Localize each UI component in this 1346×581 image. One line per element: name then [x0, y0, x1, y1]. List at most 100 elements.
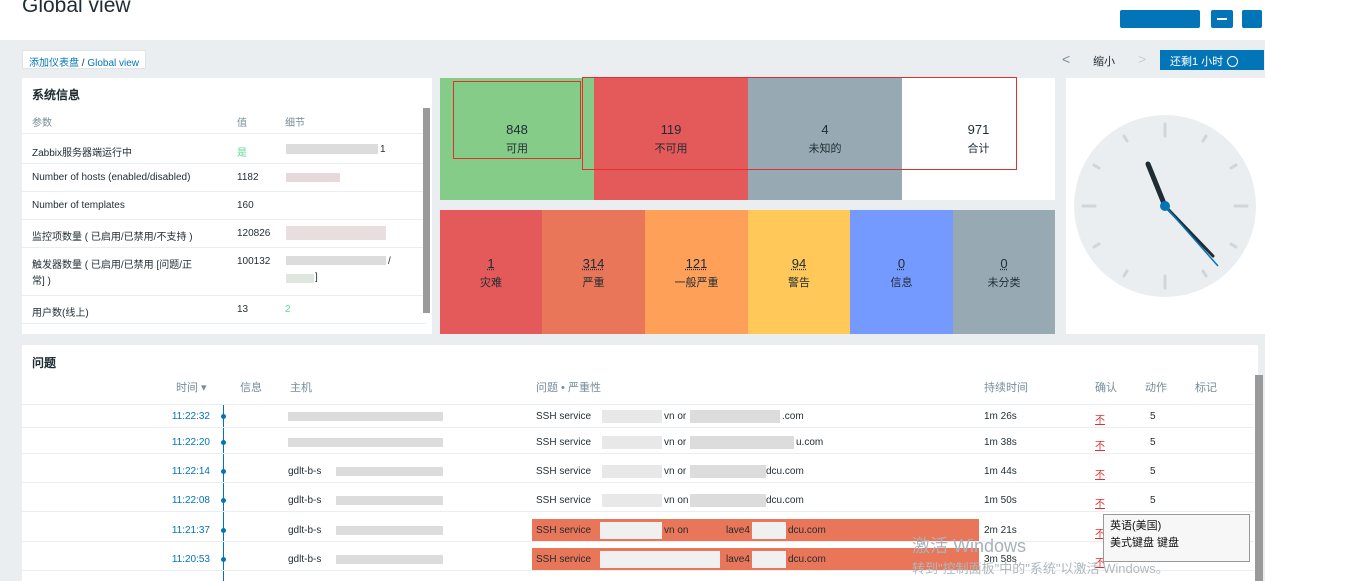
- redacted-block: [690, 494, 766, 507]
- problem-name[interactable]: SSH service: [536, 525, 592, 536]
- problem-row[interactable]: 11:20:53 gdlt-b-s SSH service lave4 dcu.…: [22, 548, 1254, 571]
- zoom-out-button[interactable]: 缩小: [1093, 56, 1115, 68]
- problem-row[interactable]: 11:22:32 SSH service vn or .com 1m 26s 不…: [22, 405, 1254, 428]
- severity-high-cell[interactable]: 314 严重: [542, 210, 645, 334]
- problem-host[interactable]: gdlt-b-s: [288, 554, 322, 565]
- actions-icon[interactable]: 5: [1150, 495, 1156, 506]
- ime-tooltip: 英语(美国) 美式键盘 键盘: [1103, 514, 1250, 562]
- column-host[interactable]: 主机: [290, 382, 312, 394]
- problem-name-mid: vn on: [664, 495, 689, 506]
- problem-host[interactable]: gdlt-b-s: [288, 525, 322, 536]
- row-value: 160: [237, 200, 254, 211]
- row-value: 120826: [237, 228, 271, 239]
- problem-time[interactable]: 11:21:37: [171, 525, 210, 536]
- activation-watermark-hint: 转到"控制面板"中的"系统"以激活 Windows。: [912, 561, 1169, 576]
- system-info-row: Number of templates 160: [22, 192, 426, 220]
- severity-count: 314: [582, 256, 605, 271]
- problem-host[interactable]: gdlt-b-s: [288, 495, 322, 506]
- problem-name-extra: lave4: [726, 525, 750, 536]
- host-unavailable-cell[interactable]: 119 不可用: [594, 78, 748, 200]
- redacted-block: [602, 410, 662, 423]
- severity-warning-cell[interactable]: 94 警告: [748, 210, 850, 334]
- problems-scrollbar[interactable]: [1255, 375, 1263, 581]
- host-count: 848: [506, 122, 528, 137]
- problem-name-tail: u.com: [796, 437, 824, 448]
- problem-time[interactable]: 11:22:20: [171, 437, 210, 448]
- menu-button[interactable]: [1211, 10, 1233, 28]
- edit-dashboard-button[interactable]: [1120, 10, 1200, 28]
- severity-average-cell[interactable]: 121 一般严重: [645, 210, 748, 334]
- ack-link[interactable]: 不: [1095, 470, 1105, 481]
- breadcrumb-link[interactable]: 添加仪表盘: [29, 58, 79, 69]
- ack-link[interactable]: 不: [1095, 415, 1105, 426]
- ack-link[interactable]: 不: [1095, 499, 1105, 510]
- row-value: 13: [237, 304, 249, 315]
- severity-info-cell[interactable]: 0 信息: [850, 210, 953, 334]
- timeline-dot: [221, 440, 226, 445]
- problem-host[interactable]: gdlt-b-s: [288, 466, 322, 477]
- column-time[interactable]: 时间 ▾: [176, 382, 207, 394]
- row-value: 1182: [237, 172, 259, 183]
- redacted-block: [752, 551, 786, 568]
- fullscreen-button[interactable]: [1242, 10, 1262, 28]
- host-available-cell[interactable]: 848 可用: [440, 78, 594, 200]
- system-info-scrollbar[interactable]: [423, 108, 430, 313]
- problem-row[interactable]: 11:22:08 gdlt-b-s SSH service vn on dcu.…: [22, 489, 1254, 512]
- severity-unclassified-cell[interactable]: 0 未分类: [953, 210, 1055, 334]
- redacted-block: [690, 465, 766, 478]
- problem-name[interactable]: SSH service: [536, 437, 592, 448]
- host-label: 未知的: [808, 143, 842, 155]
- system-info-row: 触发器数量 ( 已启用/已禁用 [问题/正 常] ) 100132 / ]: [22, 248, 426, 296]
- severity-disaster-cell[interactable]: 1 灾难: [440, 210, 542, 334]
- host-availability-widget: 848 可用 119 不可用 4 未知的 971 合计: [440, 78, 1055, 200]
- time-range-button[interactable]: 还剩1 小时: [1160, 50, 1264, 70]
- ack-link[interactable]: 不: [1095, 441, 1105, 452]
- activation-watermark: 激活 Windows: [912, 536, 1027, 556]
- redacted-block: [752, 522, 786, 539]
- actions-icon[interactable]: 5: [1150, 437, 1156, 448]
- time-range-label: 还剩1 小时: [1170, 56, 1224, 68]
- problems-widget: 问题 时间 ▾ 信息 主机 问题 • 严重性 持续时间 确认 动作 标记 11:…: [22, 345, 1258, 581]
- problem-row[interactable]: 11:22:20 SSH service vn or u.com 1m 38s …: [22, 431, 1254, 454]
- redacted-block: [602, 465, 662, 478]
- severity-label: 信息: [890, 277, 913, 289]
- row-param: 监控项数量 ( 已启用/已禁用/不支持 ): [32, 232, 193, 243]
- problem-row[interactable]: 11:21:37 gdlt-b-s SSH service vn on lave…: [22, 519, 1254, 542]
- severity-label: 灾难: [480, 277, 502, 289]
- problem-name[interactable]: SSH service: [536, 495, 592, 506]
- redacted-host: [336, 526, 443, 535]
- problem-row[interactable]: 11:22:14 gdlt-b-s SSH service vn or dcu.…: [22, 460, 1254, 483]
- system-info-title: 系统信息: [32, 88, 81, 102]
- severity-count: 0: [1000, 256, 1008, 271]
- row-details: 1: [380, 144, 386, 155]
- problem-name[interactable]: SSH service: [536, 466, 592, 477]
- ack-link[interactable]: 不: [1095, 529, 1105, 540]
- column-tags: 标记: [1195, 382, 1217, 394]
- severity-count: 94: [791, 256, 807, 271]
- row-param: 触发器数量 ( 已启用/已禁用 [问题/正: [32, 260, 192, 271]
- clock-widget: [1066, 78, 1265, 334]
- problem-time[interactable]: 11:20:53: [171, 554, 210, 565]
- timeline-dot: [221, 469, 226, 474]
- host-count: 4: [821, 122, 829, 137]
- ack-link[interactable]: 不: [1095, 558, 1105, 569]
- actions-icon[interactable]: 5: [1150, 466, 1156, 477]
- problem-name[interactable]: SSH service: [536, 554, 592, 565]
- chevron-right-icon[interactable]: >: [1138, 51, 1147, 67]
- host-unknown-cell[interactable]: 4 未知的: [748, 78, 902, 200]
- breadcrumb-current[interactable]: Global view: [87, 58, 140, 69]
- problem-name-mid: vn or: [664, 466, 687, 477]
- row-details: 2: [285, 304, 291, 315]
- redacted-host: [336, 555, 443, 564]
- problem-name[interactable]: SSH service: [536, 411, 592, 422]
- chevron-left-icon[interactable]: <: [1062, 51, 1071, 67]
- host-total-cell[interactable]: 971 合计: [902, 78, 1055, 200]
- problem-time[interactable]: 11:22:14: [171, 466, 210, 477]
- column-problem[interactable]: 问题 • 严重性: [536, 382, 601, 394]
- actions-icon[interactable]: 5: [1150, 411, 1156, 422]
- redacted-host: [288, 438, 443, 447]
- problem-duration: 1m 26s: [984, 411, 1017, 422]
- row-param-continued: 常] ): [32, 276, 51, 287]
- problem-time[interactable]: 11:22:32: [171, 411, 210, 422]
- problem-time[interactable]: 11:22:08: [171, 495, 210, 506]
